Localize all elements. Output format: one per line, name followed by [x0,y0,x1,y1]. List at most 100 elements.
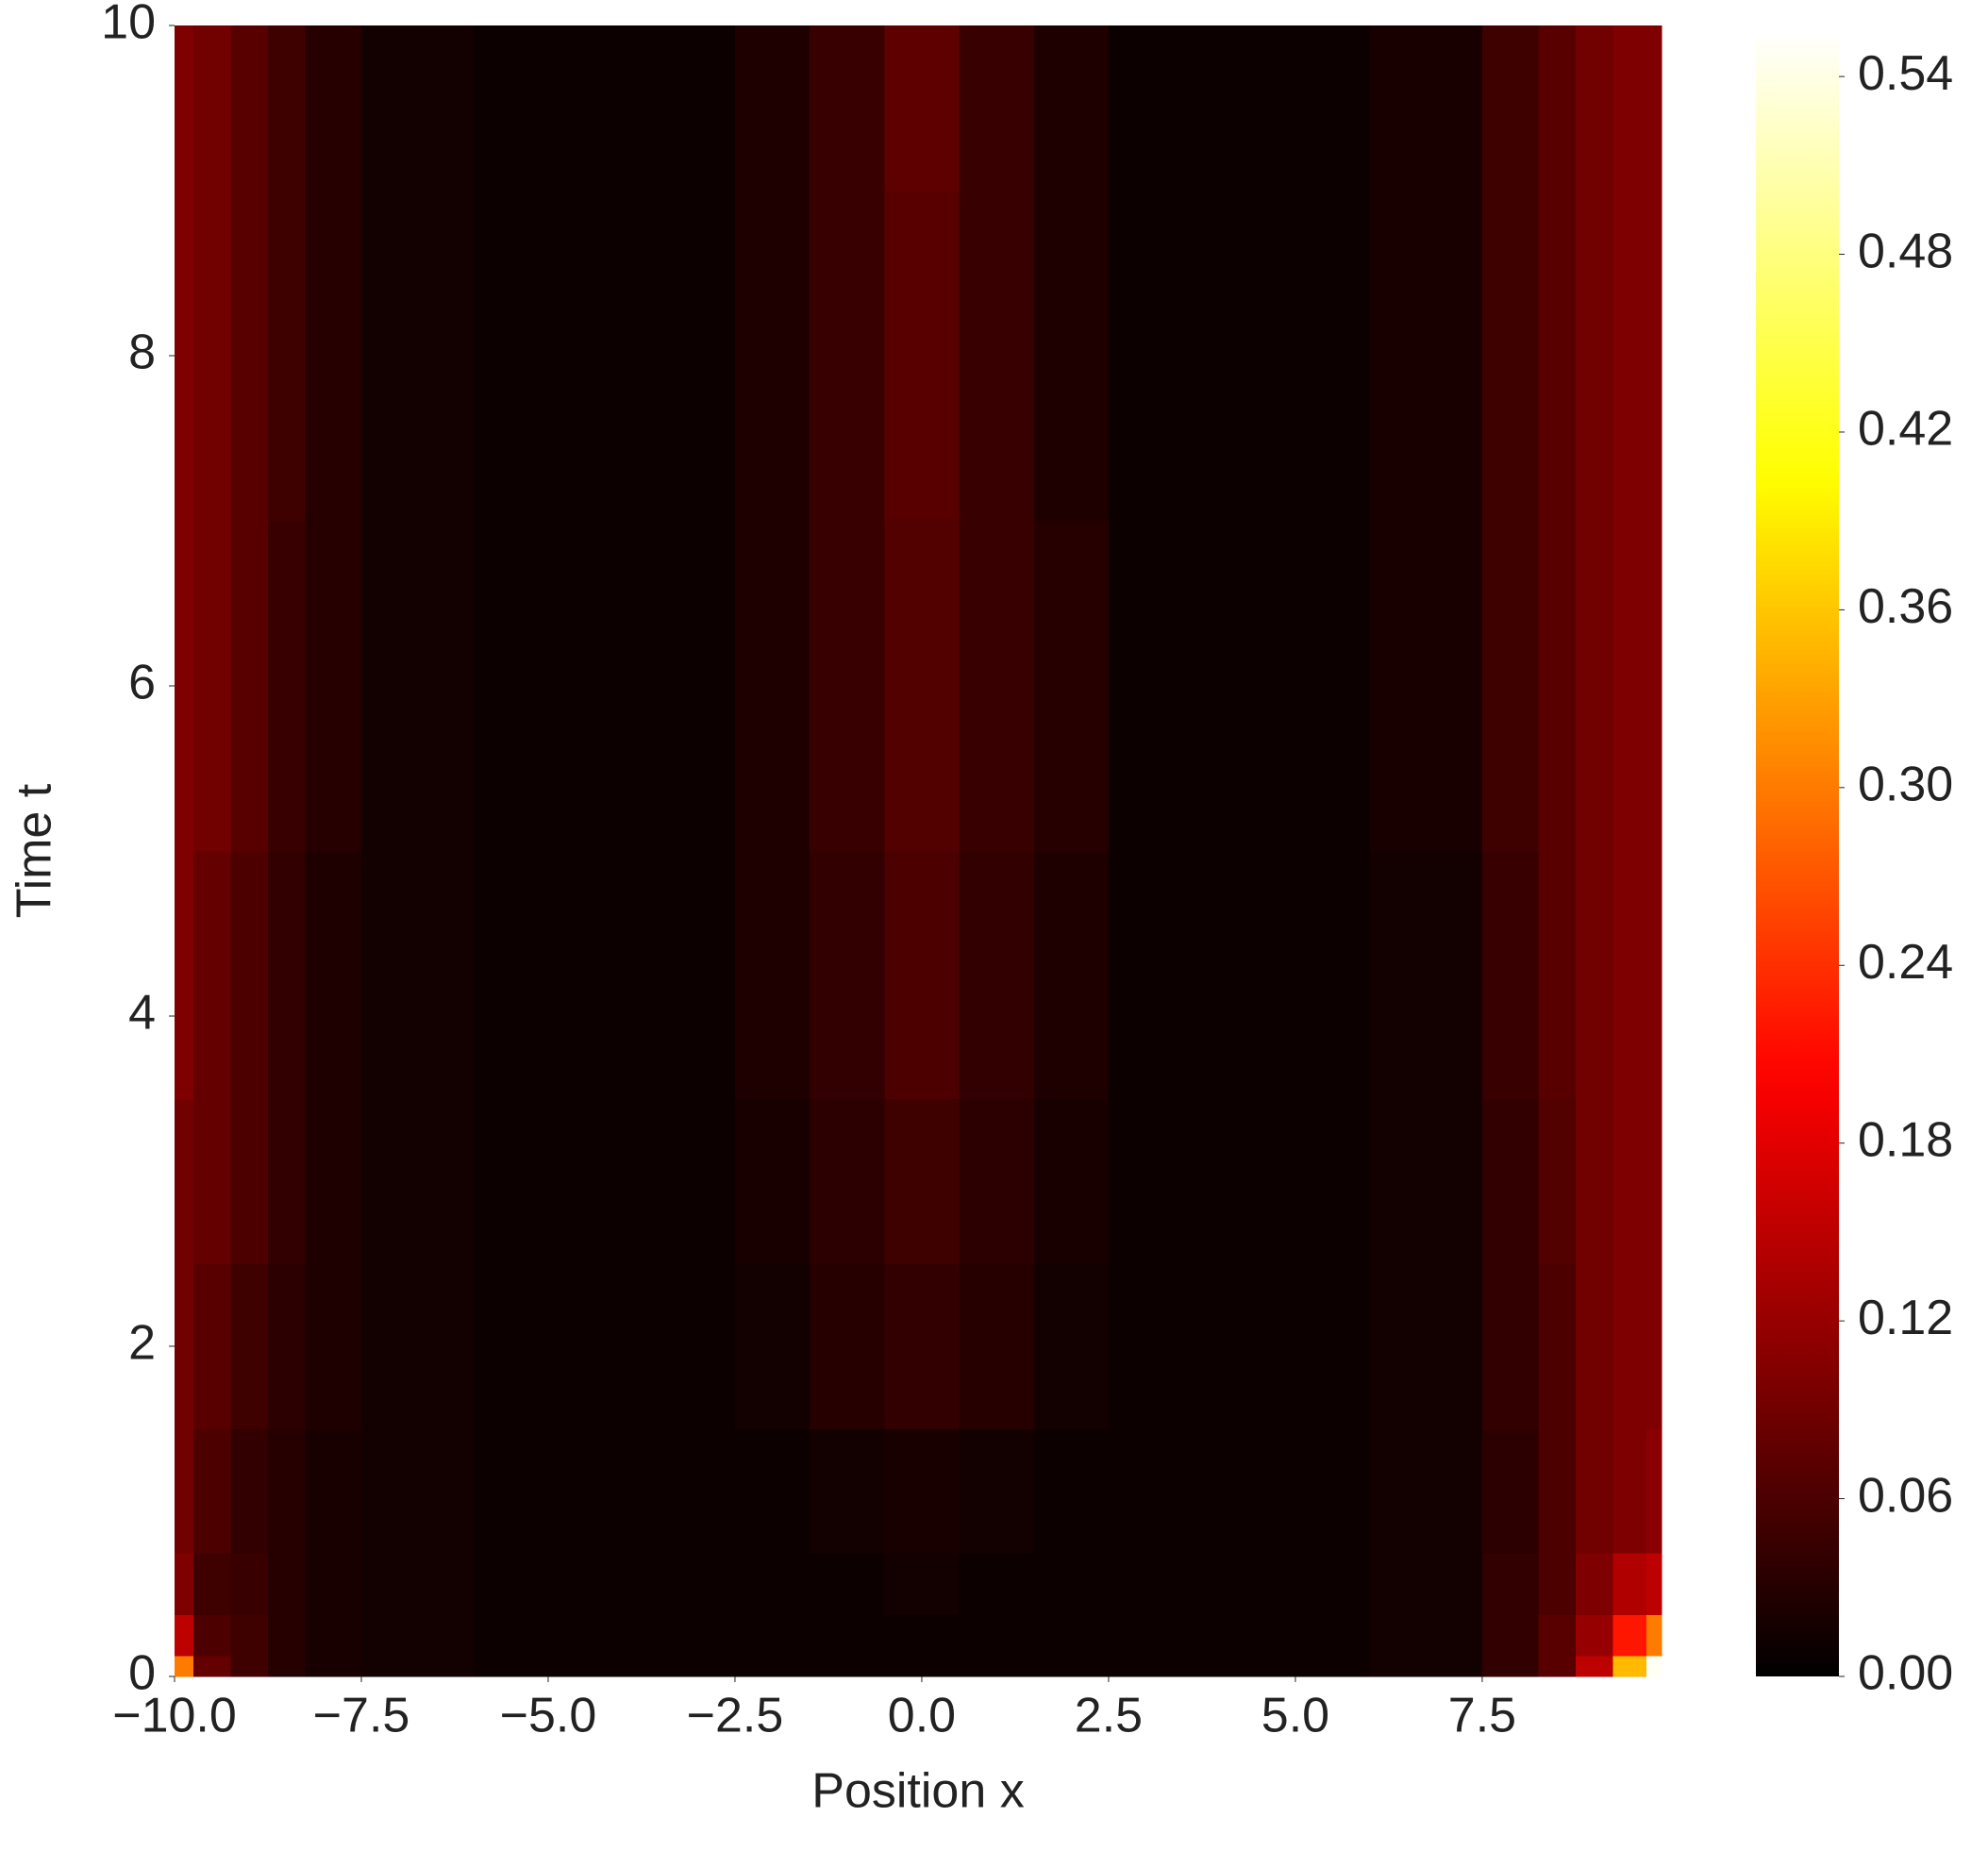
heat-cell [473,25,624,192]
heat-cell [1481,25,1539,192]
heat-cell [1220,191,1371,522]
heat-cell [959,1428,1035,1554]
heat-cell [1033,1263,1110,1429]
heat-cell [1575,1552,1614,1615]
heat-cell [267,1614,307,1657]
heat-cell [1033,851,1110,1099]
heat-cell [1033,191,1110,522]
heat-cell [1370,1552,1483,1615]
heat-cell [1108,1656,1222,1677]
heat-cell [305,191,362,522]
heat-cell [230,1428,269,1554]
heat-cell [1370,1263,1483,1429]
heat-cell [884,1552,961,1615]
colorbar-tick-label: 0.30 [1858,758,1953,812]
heat-cell [959,1656,1035,1677]
heat-cell [734,1614,810,1657]
heat-cell [230,521,269,852]
heat-cell [1220,1552,1371,1615]
heat-cell [623,521,736,852]
heat-cell [1481,191,1539,522]
heat-cell [1481,1552,1539,1615]
colorbar-tick-label: 0.18 [1858,1112,1953,1167]
heat-cell [305,1428,362,1554]
heat-cell [1370,25,1483,192]
x-tick-label: −5.0 [500,1689,597,1743]
colorbar-tick-label: 0.42 [1858,402,1953,457]
heat-cell [623,25,736,192]
heat-cell [1575,1098,1614,1264]
heat-cell [473,1552,624,1615]
heat-cell [192,1263,231,1429]
heat-cell [230,1098,269,1264]
heat-cell [267,1098,307,1264]
heat-cell [1575,191,1614,522]
heat-cell [230,1263,269,1429]
heat-cell [1033,1428,1110,1554]
heat-cell [1220,1656,1371,1677]
heat-cell [267,851,307,1099]
heat-cell [175,1656,194,1677]
heat-cell [1646,1263,1662,1429]
heat-cell [1108,1098,1222,1264]
heat-cell [305,521,362,852]
colorbar-tick-label: 0.36 [1858,579,1953,634]
heat-cell [734,1552,810,1615]
heat-cell [192,1656,231,1677]
heat-cell [267,521,307,852]
heat-cell [1033,521,1110,852]
heat-cell [1646,1428,1662,1554]
heat-cell [623,851,736,1099]
heat-cell [1220,1263,1371,1429]
heat-cell [884,1428,961,1554]
y-tick-label: 4 [128,986,156,1041]
heat-cell [360,191,475,522]
heat-cell [884,1098,961,1264]
heat-cell [1220,521,1371,852]
heat-cell [1646,851,1662,1099]
heat-cell [1646,191,1662,522]
heat-cell [267,191,307,522]
heat-cell [267,1263,307,1429]
heat-cell [1646,1614,1662,1657]
heat-cell [1108,1614,1222,1657]
heat-cell [1220,1614,1371,1657]
heat-cell [230,1552,269,1615]
heat-cell [1538,521,1577,852]
heat-cell [267,25,307,192]
heat-cell [1370,1098,1483,1264]
heat-cell [360,1263,475,1429]
heat-cell [175,1098,194,1264]
heat-cell [734,25,810,192]
heat-cell [1108,851,1222,1099]
heat-cell [192,191,231,522]
heat-cell [230,25,269,192]
heat-cell [1612,1263,1647,1429]
heat-cell [1646,1656,1662,1677]
heat-cell [473,1428,624,1554]
x-axis-label: Position x [811,1764,1024,1819]
y-tick-label: 8 [128,325,156,380]
heat-cell [1033,1656,1110,1677]
heat-cell [1370,1428,1483,1554]
heat-cell [1612,1098,1647,1264]
heat-cell [1481,1656,1539,1677]
heat-cell [1612,1428,1647,1554]
colorbar-tick-label: 0.06 [1858,1468,1953,1523]
heat-cell [267,1552,307,1615]
heat-cell [1370,851,1483,1099]
heat-cell [305,1552,362,1615]
heat-cell [305,1098,362,1264]
heat-cell [810,521,885,852]
heat-cell [473,521,624,852]
heat-cell [1612,25,1647,192]
heat-cell [1612,851,1647,1099]
heat-cell [1538,1614,1577,1657]
heat-cell [360,1098,475,1264]
heat-cell [1108,1428,1222,1554]
heat-cell [360,1614,475,1657]
heat-cell [810,1098,885,1264]
heat-cell [623,191,736,522]
heat-cell [1370,191,1483,522]
